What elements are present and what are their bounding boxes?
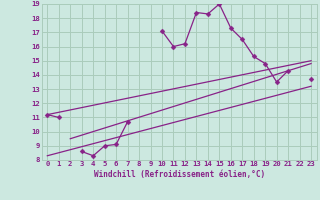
X-axis label: Windchill (Refroidissement éolien,°C): Windchill (Refroidissement éolien,°C): [94, 170, 265, 179]
